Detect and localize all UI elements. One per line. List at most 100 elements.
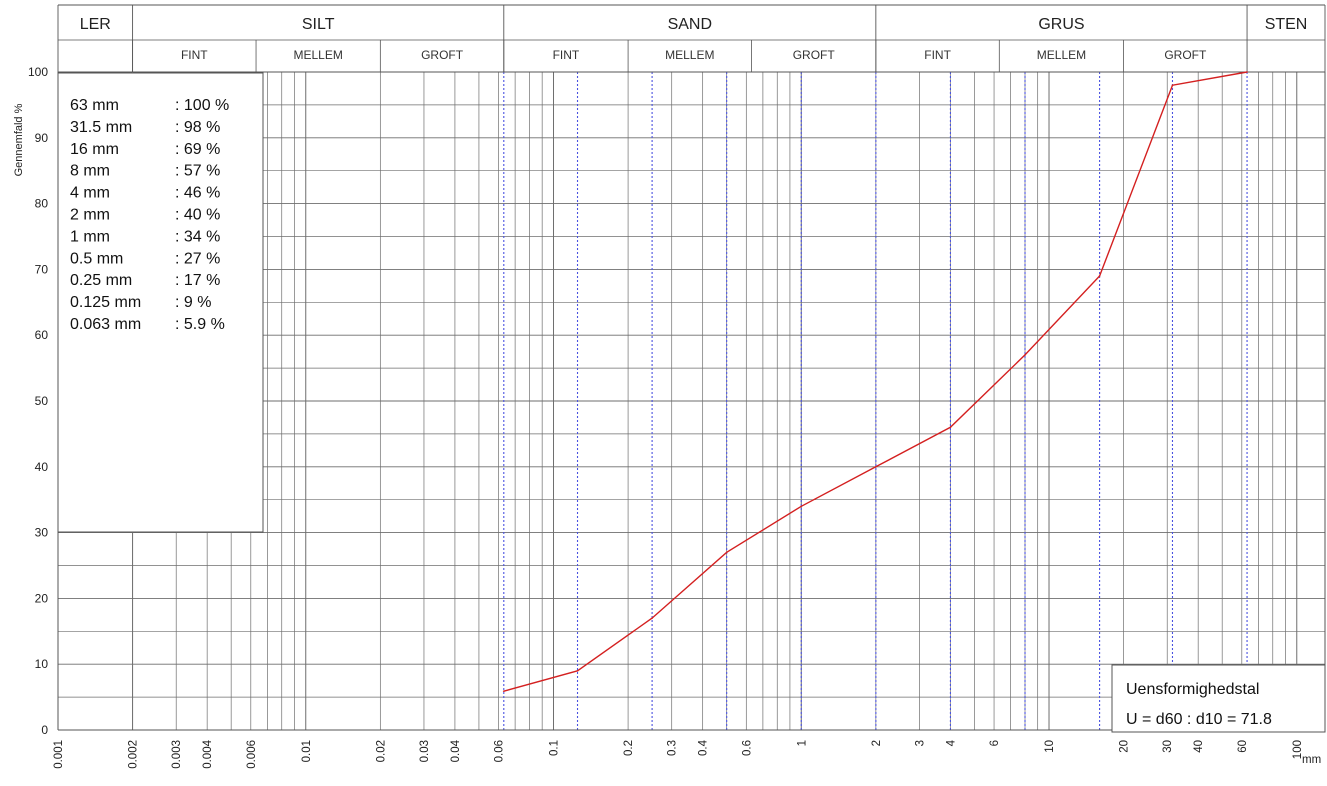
- table-percent: : 40 %: [175, 207, 220, 224]
- table-size: 8 mm: [70, 163, 110, 180]
- x-tick-label: 0.02: [375, 740, 387, 762]
- soil-subclass-label: MELLEM: [1037, 48, 1086, 62]
- y-tick-label: 100: [28, 65, 48, 79]
- table-size: 2 mm: [70, 207, 110, 224]
- uniformity-box-frame: [1111, 664, 1326, 733]
- soil-subclass-label: GROFT: [1164, 48, 1207, 62]
- y-tick-label: 0: [41, 723, 48, 737]
- data-point: [875, 466, 877, 468]
- table-rows: 63 mm : 100 % 31.5 mm : 98 % 16 mm : 69 % 8 mm…: [70, 97, 229, 333]
- y-tick-label: 10: [35, 657, 49, 671]
- y-tick-label: 40: [35, 460, 49, 474]
- x-tick-label: 3: [915, 740, 927, 746]
- x-tick-label: 0.4: [698, 739, 710, 756]
- soil-class-label: SAND: [668, 16, 712, 33]
- x-tick-label: 0.001: [53, 740, 65, 769]
- soil-subclass-label: FINT: [181, 48, 208, 62]
- header-background: [58, 5, 1325, 72]
- data-point: [800, 505, 803, 508]
- x-tick-label: 0.04: [450, 739, 462, 762]
- y-axis-ticks: 0 10 20 30 40 50 60 70 80 90 100: [28, 65, 48, 737]
- table-percent: : 46 %: [175, 185, 220, 202]
- table-size: 0.063 mm: [70, 316, 141, 333]
- x-tick-label: 4: [945, 739, 957, 746]
- x-tick-label: 2: [871, 740, 883, 746]
- table-percent: : 34 %: [175, 228, 220, 245]
- x-tick-label: 0.3: [667, 740, 679, 756]
- x-tick-label: 0.01: [301, 740, 313, 762]
- table-size: 63 mm: [70, 97, 119, 114]
- x-tick-label: 30: [1162, 740, 1174, 753]
- x-tick-label: 10: [1044, 740, 1056, 753]
- soil-class-label: STEN: [1265, 16, 1308, 33]
- x-tick-label: 0.06: [494, 740, 506, 762]
- soil-subclass-label: MELLEM: [665, 48, 714, 62]
- table-size: 1 mm: [70, 228, 110, 245]
- table-percent: : 57 %: [175, 163, 220, 180]
- y-tick-label: 80: [35, 197, 49, 211]
- table-percent: : 98 %: [175, 119, 220, 136]
- y-tick-label: 90: [35, 131, 49, 145]
- y-tick-label: 60: [35, 328, 49, 342]
- uniformity-box: Uensformighedstal U = d60 : d10 = 71.8: [1111, 664, 1326, 733]
- soil-class-label: LER: [80, 16, 111, 33]
- x-tick-label: 20: [1119, 740, 1131, 753]
- x-tick-label: 6: [989, 740, 1001, 746]
- y-tick-label: 30: [35, 526, 49, 540]
- uniformity-title: Uensformighedstal: [1126, 681, 1259, 698]
- table-percent: : 5.9 %: [175, 316, 225, 333]
- x-axis-ticks: 0.001 0.002 0.003 0.004 0.006 0.01 0.02 0.03 0.0…: [53, 739, 1304, 768]
- table-percent: : 9 %: [175, 294, 211, 311]
- table-size: 16 mm: [70, 141, 119, 158]
- soil-class-label: GRUS: [1038, 16, 1084, 33]
- data-point: [502, 690, 505, 692]
- y-tick-label: 20: [35, 591, 49, 605]
- x-axis-unit: mm: [1302, 754, 1321, 766]
- x-tick-label: 100: [1292, 740, 1304, 759]
- table-size: 0.125 mm: [70, 294, 141, 311]
- y-tick-label: 70: [35, 262, 49, 276]
- sieve-results-table: 63 mm : 100 % 31.5 mm : 98 % 16 mm : 69 % 8 mm…: [57, 72, 264, 533]
- data-point: [651, 617, 653, 619]
- table-percent: : 17 %: [175, 272, 220, 289]
- soil-subclass-label: FINT: [553, 48, 580, 62]
- data-point: [576, 669, 579, 672]
- soil-class-header: LER SILT FINT MELLEM GROFT SAND FINT MELLEM GROF…: [57, 4, 1326, 730]
- table-percent: : 100 %: [175, 97, 229, 114]
- soil-subclass-label: GROFT: [793, 48, 836, 62]
- x-tick-label: 60: [1237, 740, 1249, 753]
- x-tick-label: 0.006: [246, 740, 258, 769]
- x-tick-label: 0.6: [741, 740, 753, 756]
- x-tick-label: 0.1: [549, 740, 561, 756]
- table-background: [57, 72, 264, 533]
- data-point: [1098, 275, 1101, 277]
- x-tick-label: 1: [796, 740, 808, 746]
- soil-subclass-label: FINT: [924, 48, 951, 62]
- table-percent: : 27 %: [175, 250, 220, 267]
- x-tick-label: 0.002: [128, 740, 140, 769]
- data-point: [1246, 71, 1248, 73]
- y-tick-label: 50: [35, 394, 49, 408]
- soil-class-label: SILT: [302, 16, 335, 33]
- x-tick-label: 0.03: [419, 740, 431, 762]
- soil-subclass-label: MELLEM: [294, 48, 343, 62]
- table-size: 31.5 mm: [70, 119, 132, 136]
- table-percent: : 69 %: [175, 141, 220, 158]
- x-tick-label: 0.2: [623, 740, 635, 756]
- table-size: 0.25 mm: [70, 272, 132, 289]
- data-point: [1171, 84, 1174, 86]
- table-size: 0.5 mm: [70, 250, 123, 267]
- data-point: [1024, 354, 1026, 356]
- data-point: [949, 426, 952, 429]
- sieve-lines-layer: [503, 72, 1248, 730]
- curve-layer: [502, 71, 1248, 692]
- data-point: [725, 551, 728, 554]
- y-axis-label: Gennemfald %: [13, 103, 25, 176]
- x-tick-label: 0.003: [171, 740, 183, 769]
- uniformity-formula: U = d60 : d10 = 71.8: [1126, 711, 1272, 728]
- soil-subclass-label: GROFT: [421, 48, 464, 62]
- x-tick-label: 40: [1193, 740, 1205, 753]
- x-tick-label: 0.004: [202, 739, 214, 768]
- table-size: 4 mm: [70, 185, 110, 202]
